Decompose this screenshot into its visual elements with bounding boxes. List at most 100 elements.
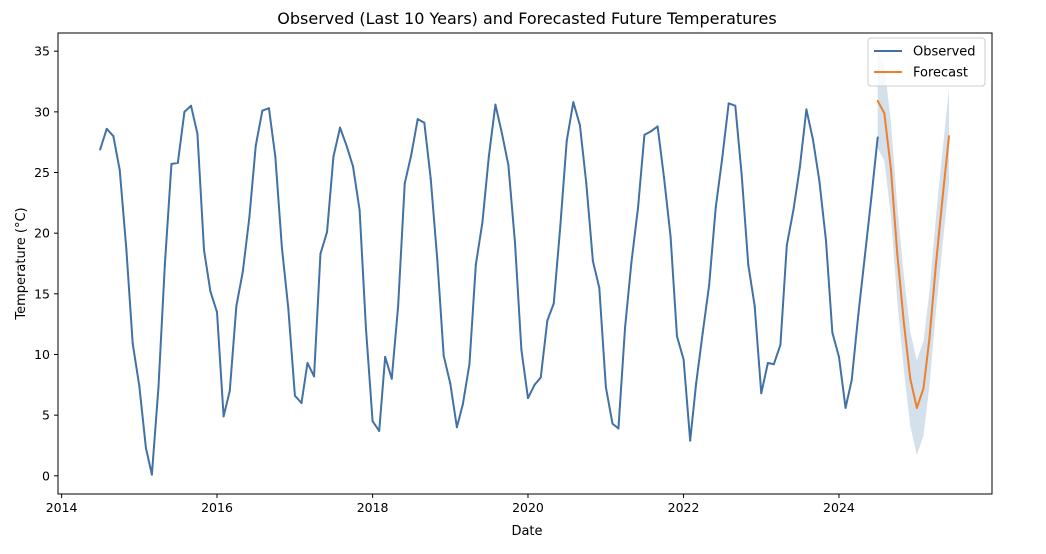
- x-tick-label-2020: 2020: [512, 500, 544, 515]
- observed-point-84: [643, 133, 646, 136]
- observed-point-19: [222, 415, 225, 418]
- observed-point-95: [714, 206, 717, 209]
- observed-point-38: [345, 144, 348, 147]
- observed-point-72: [565, 139, 568, 142]
- observed-point-78: [604, 386, 607, 389]
- observed-point-14: [190, 104, 193, 107]
- observed-point-62: [501, 132, 504, 135]
- observed-point-15: [196, 132, 199, 135]
- observed-point-36: [332, 155, 335, 158]
- x-tick-label-2016: 2016: [201, 500, 233, 515]
- observed-point-56: [461, 403, 464, 406]
- observed-point-102: [760, 392, 763, 395]
- forecast-point-11: [948, 135, 950, 138]
- forecast-point-5: [909, 377, 912, 380]
- observed-point-70: [552, 302, 555, 305]
- observed-point-75: [585, 182, 588, 185]
- x-axis-ticks: 2014 2016 2018 2020 2022 2024: [46, 494, 855, 515]
- observed-point-94: [708, 284, 711, 287]
- observed-point-113: [831, 331, 834, 334]
- observed-point-120: [876, 136, 879, 139]
- observed-point-47: [403, 182, 406, 185]
- observed-point-11: [170, 163, 173, 166]
- y-axis-title: Temperature (°C): [14, 207, 29, 320]
- forecast-point-2: [889, 167, 892, 170]
- observed-point-22: [241, 270, 244, 273]
- observed-point-116: [850, 378, 853, 381]
- observed-point-90: [682, 358, 685, 361]
- observed-point-31: [300, 402, 303, 405]
- observed-point-6: [138, 385, 141, 388]
- y-tick-label-25: 25: [34, 165, 50, 180]
- observed-point-86: [656, 125, 659, 128]
- observed-point-34: [319, 252, 322, 255]
- observed-point-46: [397, 304, 400, 307]
- observed-point-73: [572, 101, 575, 104]
- observed-point-41: [365, 328, 367, 331]
- observed-point-53: [442, 354, 445, 357]
- series-layer: [99, 99, 950, 476]
- observed-point-81: [624, 326, 627, 329]
- x-tick-label-2022: 2022: [668, 500, 700, 515]
- observed-point-4: [125, 247, 128, 250]
- observed-point-43: [378, 429, 381, 432]
- observed-point-71: [559, 224, 562, 227]
- observed-point-108: [798, 166, 801, 169]
- observed-point-45: [390, 377, 393, 380]
- observed-point-5: [131, 342, 134, 345]
- x-tick-label-2018: 2018: [357, 500, 389, 515]
- observed-point-109: [805, 108, 808, 111]
- forecast-point-10: [941, 198, 944, 201]
- observed-point-39: [352, 165, 355, 168]
- plot-area: [99, 53, 950, 476]
- observed-point-0: [99, 148, 102, 151]
- forecast-series-line: [876, 100, 950, 409]
- y-tick-label-15: 15: [34, 286, 50, 301]
- observed-point-118: [863, 256, 866, 259]
- observed-point-74: [578, 124, 581, 127]
- observed-point-89: [675, 335, 678, 338]
- observed-point-101: [753, 304, 756, 307]
- legend: Observed Forecast: [867, 37, 986, 87]
- observed-point-9: [157, 386, 160, 389]
- observed-point-55: [455, 426, 458, 429]
- y-tick-label-0: 0: [42, 468, 50, 483]
- forecast-point-0: [876, 99, 879, 102]
- plot-frame: [57, 32, 993, 495]
- observed-point-17: [209, 290, 212, 293]
- forecast-point-6: [915, 406, 918, 409]
- forecast-point-9: [935, 262, 938, 265]
- observed-point-29: [287, 307, 290, 310]
- observed-point-68: [539, 376, 542, 379]
- observed-point-87: [662, 176, 665, 179]
- observed-point-44: [384, 355, 387, 358]
- observed-point-65: [520, 348, 523, 351]
- observed-point-103: [766, 361, 769, 364]
- observed-point-57: [468, 363, 471, 366]
- observed-point-83: [637, 206, 640, 209]
- observed-point-33: [313, 375, 316, 378]
- observed-point-104: [772, 363, 775, 366]
- chart-title: Observed (Last 10 Years) and Forecasted …: [277, 9, 776, 28]
- observed-point-77: [598, 286, 601, 289]
- observed-point-25: [261, 109, 264, 112]
- observed-point-106: [785, 244, 788, 247]
- observed-point-99: [740, 173, 743, 176]
- observed-point-1: [105, 127, 108, 130]
- observed-point-91: [689, 439, 692, 442]
- observed-point-112: [824, 239, 827, 242]
- observed-point-10: [163, 263, 166, 266]
- observed-point-114: [837, 355, 840, 358]
- observed-point-88: [669, 235, 672, 238]
- forecast-point-3: [896, 252, 899, 255]
- observed-point-40: [358, 209, 361, 212]
- observed-point-105: [779, 343, 782, 346]
- observed-point-3: [118, 169, 121, 172]
- observed-point-13: [183, 110, 186, 113]
- observed-point-20: [228, 389, 231, 392]
- y-tick-label-5: 5: [42, 408, 50, 423]
- observed-point-30: [293, 394, 296, 397]
- legend-observed-label: Observed: [913, 45, 976, 60]
